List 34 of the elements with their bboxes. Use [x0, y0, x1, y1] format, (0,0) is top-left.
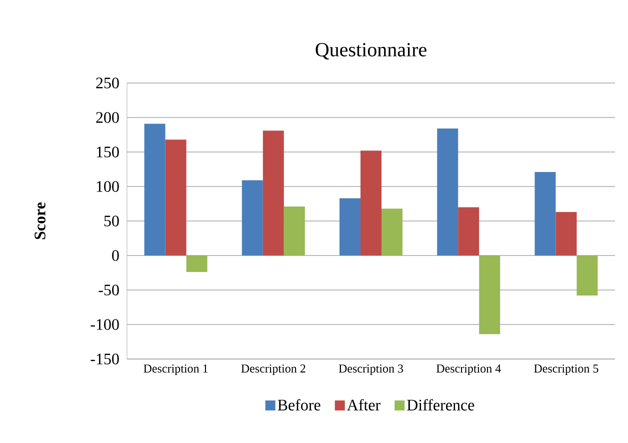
bar [479, 256, 500, 334]
legend-label: Difference [407, 399, 474, 410]
x-tick-label: Description 2 [241, 364, 306, 376]
bar [284, 206, 305, 256]
bar [186, 256, 208, 272]
legend-label: After [346, 399, 380, 410]
y-axis-title: Score [34, 202, 46, 240]
bar [556, 212, 577, 256]
legend-label: Before [278, 399, 320, 410]
chart-title: Questionnaire [316, 43, 426, 60]
y-tick-label: 250 [96, 78, 119, 88]
y-tick-label: 100 [96, 181, 119, 192]
y-tick-label: -100 [90, 319, 119, 330]
bar [382, 208, 403, 256]
bar [165, 140, 186, 256]
bar [534, 172, 556, 256]
x-tick-label: Description 5 [534, 364, 598, 376]
y-tick-label: 50 [104, 216, 119, 226]
bar [144, 124, 166, 256]
bar [242, 180, 263, 256]
y-tick-label: 200 [96, 112, 119, 123]
bar [360, 150, 382, 256]
y-tick-label: 150 [96, 146, 119, 158]
bar [340, 198, 361, 256]
bar [576, 256, 598, 296]
x-tick-label: Description 3 [338, 364, 404, 376]
y-tick-label: -150 [90, 354, 119, 364]
y-tick-label: -50 [98, 284, 119, 296]
x-tick-label: Description 4 [436, 364, 501, 376]
bar [437, 128, 458, 256]
y-tick-label: 0 [112, 250, 119, 261]
bar [262, 130, 284, 256]
bar [458, 207, 480, 256]
x-tick-label: Description 1 [144, 364, 208, 376]
